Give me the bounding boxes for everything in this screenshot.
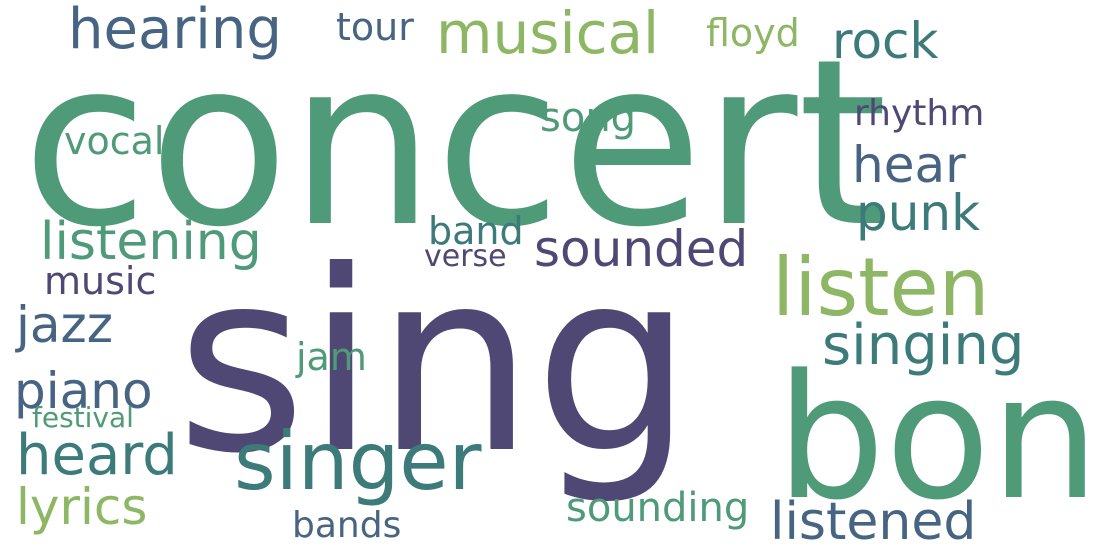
word-rhythm: rhythm (854, 93, 985, 134)
word-song: song (540, 95, 637, 141)
word-sounding: sounding (566, 485, 750, 531)
word-sing: sing (176, 217, 693, 508)
word-listened: listened (770, 492, 977, 552)
word-piano: piano (14, 362, 153, 420)
word-bon: bon (776, 337, 1100, 538)
word-listen: listen (772, 241, 990, 334)
word-verse: verse (424, 239, 507, 274)
word-singer: singer (234, 415, 482, 508)
word-hearing: hearing (68, 0, 282, 62)
word-festival: festival (32, 401, 134, 434)
word-concert: concert (22, 11, 888, 278)
word-listening: listening (40, 212, 262, 272)
word-lyrics: lyrics (16, 478, 148, 536)
word-band: band (428, 209, 524, 253)
word-rock: rock (832, 12, 939, 70)
word-vocal: vocal (64, 119, 165, 163)
word-floyd: floyd (706, 11, 800, 55)
word-musical: musical (436, 0, 660, 67)
word-hear: hear (852, 136, 966, 194)
word-music: music (44, 259, 157, 303)
word-sounded: sounded (534, 220, 749, 278)
word-jazz: jazz (16, 296, 114, 354)
word-tour: tour (336, 5, 414, 49)
word-bands: bands (292, 505, 402, 546)
word-punk: punk (856, 184, 981, 242)
word-heard: heard (16, 423, 178, 488)
word-singing: singing (822, 313, 1025, 378)
word-jam: jam (296, 335, 367, 379)
